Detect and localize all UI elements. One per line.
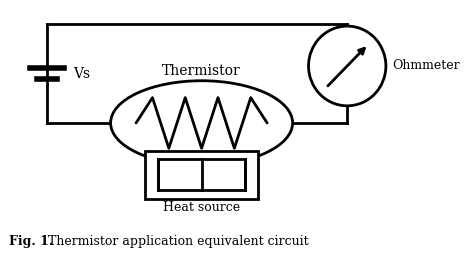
Bar [158, 159, 245, 190]
Text: Thermistor: Thermistor [162, 64, 241, 78]
Text: Heat source: Heat source [163, 201, 240, 215]
Ellipse shape [309, 26, 386, 106]
Text: Thermistor application equivalent circuit: Thermistor application equivalent circui… [44, 235, 308, 248]
Text: Fig. 1.: Fig. 1. [9, 235, 54, 248]
Bar [145, 151, 258, 199]
Ellipse shape [110, 81, 292, 165]
Text: Ohmmeter: Ohmmeter [393, 59, 460, 72]
Text: Vs: Vs [73, 67, 91, 81]
